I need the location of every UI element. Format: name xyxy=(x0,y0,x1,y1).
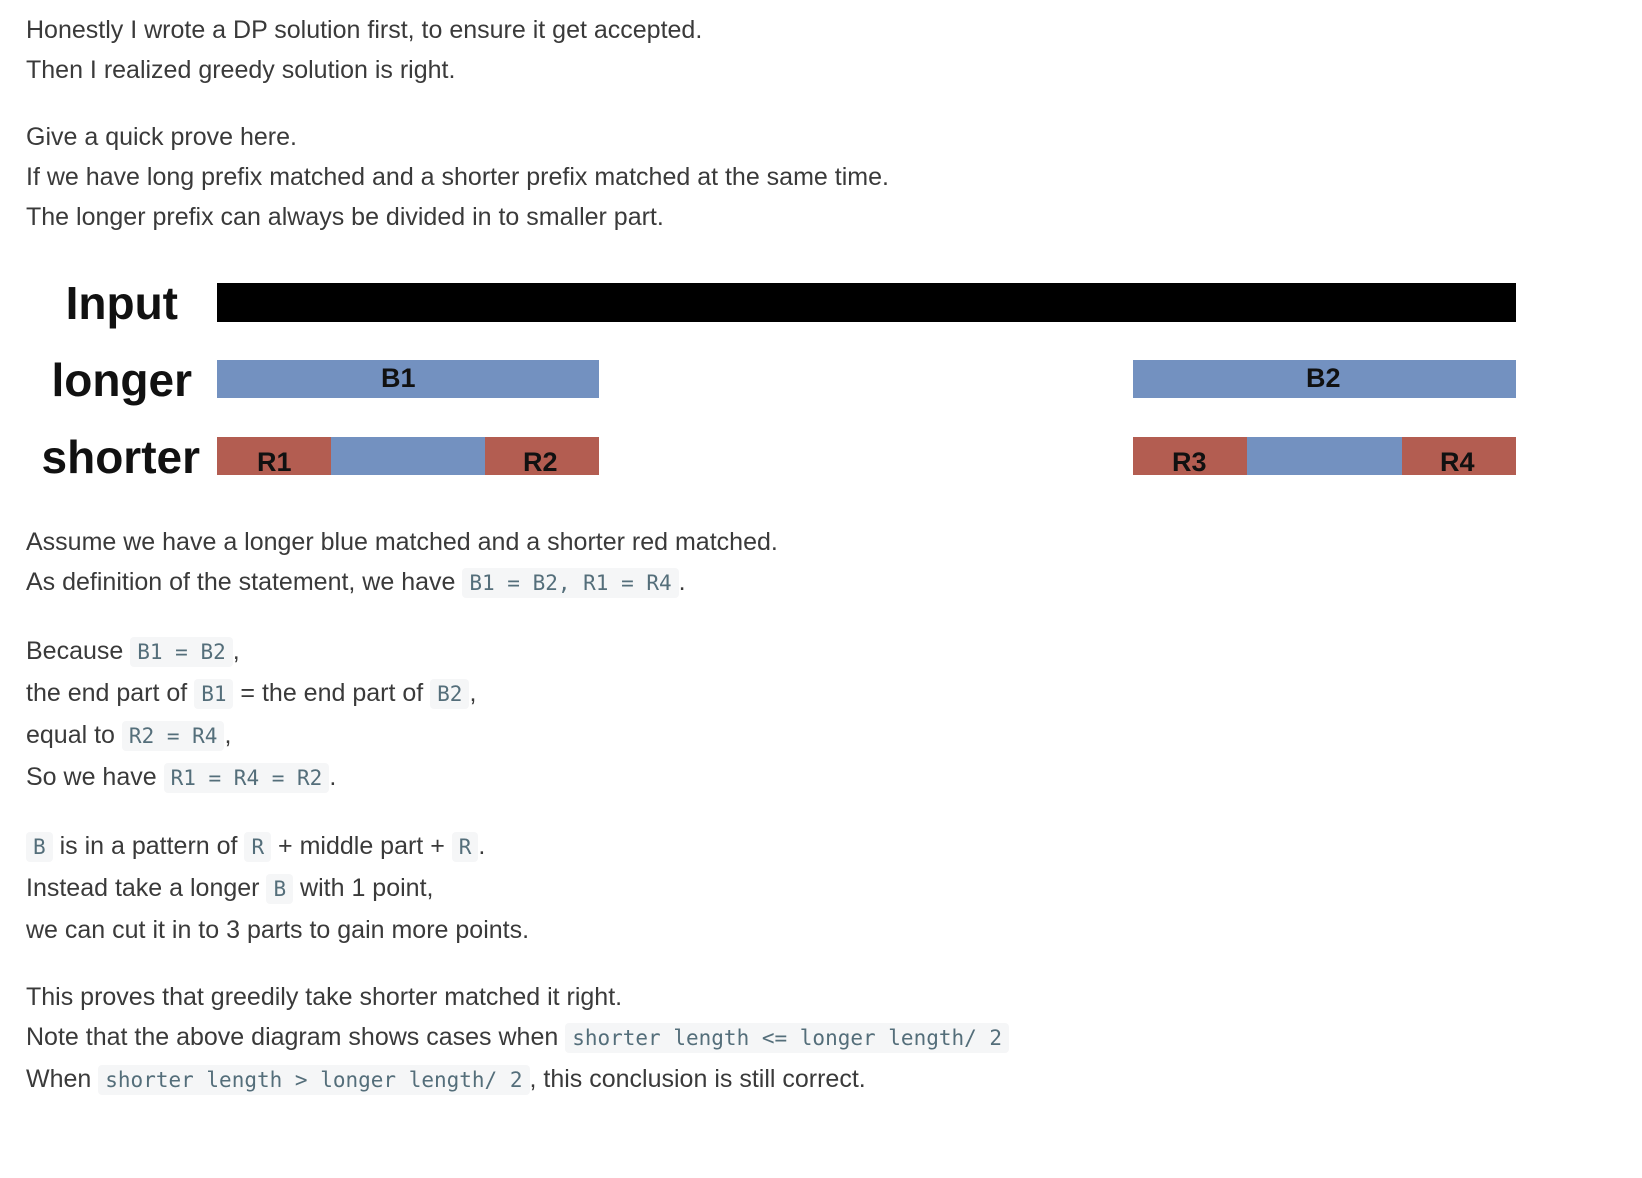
inline-code: R2 = R4 xyxy=(121,721,225,751)
because-text: the end part of xyxy=(26,679,195,707)
punct: . xyxy=(678,568,686,596)
conclusion-line-2: Note that the above diagram shows cases … xyxy=(26,1021,1010,1054)
pattern-text: Instead take a longer xyxy=(26,874,267,902)
block-r2-label: R2 xyxy=(523,447,558,477)
intro-line-1: Honestly I wrote a DP solution first, to… xyxy=(26,16,703,44)
because-text: equal to xyxy=(26,721,122,749)
prove-line-3: The longer prefix can always be divided … xyxy=(26,203,664,231)
inline-code: B xyxy=(266,874,294,904)
assume-line-1: Assume we have a longer blue matched and… xyxy=(26,528,778,556)
pattern-line-3: we can cut it in to 3 parts to gain more… xyxy=(26,916,530,944)
punct: , xyxy=(232,637,240,665)
block-r1: R1 xyxy=(217,437,331,477)
inline-code: B1 = B2 xyxy=(130,637,233,667)
punct: , xyxy=(469,679,477,707)
because-line-4: So we have R1 = R4 = R2. xyxy=(26,761,336,794)
because-text: Because xyxy=(26,637,131,665)
punct: . xyxy=(478,832,486,860)
because-text: So we have xyxy=(26,763,164,791)
conclusion-line-3: When shorter length > longer length/ 2, … xyxy=(26,1063,866,1096)
pattern-text: with 1 point, xyxy=(293,874,434,902)
block-r3-label: R3 xyxy=(1172,447,1207,477)
inline-code: B1 xyxy=(194,679,234,709)
inline-code: B xyxy=(26,832,53,862)
block-r3: R3 xyxy=(1133,437,1247,477)
inline-code: B1 = B2, R1 = R4 xyxy=(462,568,679,598)
inline-code: R xyxy=(451,832,479,862)
pattern-text: + middle part + xyxy=(271,832,452,860)
assume-text: As definition of the statement, we have xyxy=(26,568,463,596)
assume-line-2: As definition of the statement, we have … xyxy=(26,566,686,599)
inline-code: shorter length > longer length/ 2 xyxy=(98,1065,530,1095)
because-line-1: Because B1 = B2, xyxy=(26,635,240,668)
row-label-input: Input xyxy=(65,277,178,329)
block-middle-left xyxy=(331,437,485,475)
punct: . xyxy=(329,763,337,791)
inline-code: shorter length <= longer length/ 2 xyxy=(565,1023,1010,1053)
punct: , xyxy=(224,721,232,749)
conclusion-text: When xyxy=(26,1065,99,1093)
block-r1-label: R1 xyxy=(257,447,292,477)
block-b2: B2 xyxy=(1133,360,1516,398)
block-b1-label: B1 xyxy=(381,363,416,393)
row-label-shorter: shorter xyxy=(41,431,200,483)
block-r4-label: R4 xyxy=(1440,447,1475,477)
conclusion-text: Note that the above diagram shows cases … xyxy=(26,1023,566,1051)
pattern-text: is in a pattern of xyxy=(52,832,245,860)
block-b1: B1 xyxy=(217,360,599,398)
row-label-longer: longer xyxy=(51,354,192,406)
block-r4: R4 xyxy=(1402,437,1516,477)
pattern-line-1: B is in a pattern of R + middle part + R… xyxy=(26,830,485,863)
input-bar xyxy=(217,283,1516,322)
conclusion-text: , this conclusion is still correct. xyxy=(529,1065,866,1093)
conclusion-line-1: This proves that greedily take shorter m… xyxy=(26,983,623,1011)
because-line-3: equal to R2 = R4, xyxy=(26,719,231,752)
block-b2-label: B2 xyxy=(1306,363,1341,393)
block-r2: R2 xyxy=(485,437,599,477)
prove-line-2: If we have long prefix matched and a sho… xyxy=(26,163,889,191)
inline-code: R xyxy=(244,832,272,862)
block-middle-right xyxy=(1247,437,1402,475)
prove-line-1: Give a quick prove here. xyxy=(26,123,297,151)
inline-code: R1 = R4 = R2 xyxy=(163,763,330,793)
because-line-2: the end part of B1 = the end part of B2, xyxy=(26,677,476,710)
inline-code: B2 xyxy=(430,679,470,709)
pattern-line-2: Instead take a longer B with 1 point, xyxy=(26,872,433,905)
because-text: = the end part of xyxy=(233,679,431,707)
intro-line-2: Then I realized greedy solution is right… xyxy=(26,56,456,84)
